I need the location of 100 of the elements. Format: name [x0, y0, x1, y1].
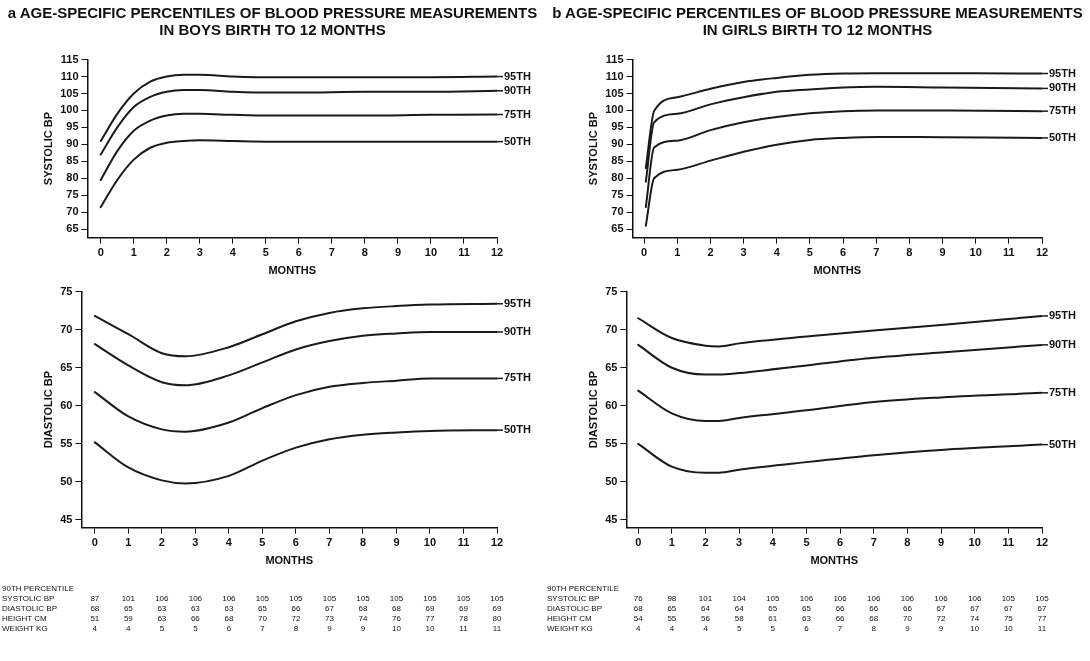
x-tick-label: 0 — [91, 536, 98, 549]
x-tick-label: 8 — [361, 246, 368, 259]
legend-label: 75TH — [504, 107, 531, 120]
x-axis-title: MONTHS — [265, 554, 314, 567]
x-tick-label: 8 — [906, 246, 913, 259]
x-tick-label: 3 — [740, 246, 747, 259]
y-tick-label: 60 — [60, 398, 73, 411]
x-tick-label: 6 — [292, 536, 299, 549]
x-tick-label: 11 — [1003, 246, 1015, 259]
x-tick-label: 11 — [458, 246, 470, 259]
text: DIASTOLIC BP 68 65 64 64 65 65 66 66 66 67 67 67 67 — [547, 604, 1047, 613]
x-tick-label: 3 — [736, 536, 743, 549]
y-tick-label: 45 — [60, 513, 73, 526]
legend-label: 95TH — [504, 296, 531, 309]
x-tick-label: 5 — [803, 536, 810, 549]
y-tick-label: 90 — [66, 137, 79, 150]
legend-label: 50TH — [504, 134, 531, 147]
y-tick-label: 55 — [605, 436, 618, 449]
legend-label: 90TH — [504, 324, 531, 337]
x-tick-label: 3 — [192, 536, 199, 549]
x-tick-label: 1 — [668, 536, 675, 549]
x-tick-label: 7 — [328, 246, 335, 259]
y-tick-label: 85 — [611, 154, 624, 167]
text: SYSTOLIC BP 76 98 101 104 105 106 106 106 106 106 106 105 105 — [547, 594, 1049, 603]
x-tick-label: 3 — [196, 246, 203, 259]
y-tick-label: 65 — [611, 222, 624, 235]
x-tick-label: 8 — [359, 536, 367, 549]
x-axis-title: MONTHS — [813, 264, 862, 277]
x-tick-label: 2 — [163, 246, 170, 259]
x-tick-label: 7 — [873, 246, 880, 259]
chart-title: b AGE-SPECIFIC PERCENTILES OF BLOOD PRESSURE MEASUREMENTS IN GIRLS BIRTH TO 12 MONTHS — [551, 4, 1084, 40]
legend-label: 90TH — [1049, 81, 1076, 94]
x-tick-label: 4 — [229, 246, 237, 259]
y-tick-label: 75 — [605, 284, 618, 297]
y-tick-label: 90 — [611, 137, 624, 150]
x-tick-label: 6 — [837, 536, 844, 549]
legend-label: 50TH — [1049, 130, 1076, 143]
y-tick-label: 75 — [66, 188, 79, 201]
y-tick-label: 50 — [60, 474, 73, 487]
y-axis-title: SYSTOLIC BP — [586, 112, 599, 186]
text: DIASTOLIC BP 68 65 63 63 63 65 66 67 68 68 69 69 69 — [2, 604, 502, 613]
y-tick-label: 65 — [60, 360, 73, 373]
x-tick-label: 10 — [968, 536, 981, 549]
x-tick-label: 12 — [1035, 246, 1049, 259]
x-tick-label: 2 — [702, 536, 709, 549]
x-tick-label: 10 — [424, 246, 438, 259]
x-tick-label: 9 — [393, 536, 400, 549]
x-tick-label: 10 — [423, 536, 437, 549]
x-tick-label: 1 — [125, 536, 132, 549]
legend-label: 90TH — [504, 83, 531, 96]
y-tick-label: 95 — [66, 120, 79, 133]
x-tick-label: 5 — [806, 246, 813, 259]
y-tick-label: 80 — [611, 171, 624, 184]
x-tick-label: 9 — [937, 536, 945, 549]
x-tick-label: 2 — [158, 536, 165, 549]
legend-label: 75TH — [1049, 385, 1076, 398]
x-tick-label: 0 — [635, 536, 642, 549]
y-tick-label: 70 — [611, 205, 624, 218]
x-tick-label: 1 — [130, 246, 137, 259]
x-tick-label: 12 — [1035, 536, 1049, 549]
x-tick-label: 11 — [457, 536, 470, 549]
text: WEIGHT KG 4 4 4 5 5 6 7 8 9 9 10 10 11 — [547, 624, 1047, 633]
text: 90TH PERCENTILE — [2, 584, 75, 593]
y-tick-label: 70 — [60, 322, 73, 335]
x-tick-label: 12 — [490, 246, 504, 259]
y-tick-label: 110 — [60, 69, 79, 82]
y-tick-label: 80 — [66, 171, 79, 184]
legend-label: 50TH — [1049, 437, 1076, 450]
x-tick-label: 0 — [97, 246, 104, 259]
x-tick-label: 8 — [904, 536, 911, 549]
y-tick-label: 50 — [605, 474, 618, 487]
x-axis-title: MONTHS — [810, 554, 859, 567]
text: 90TH PERCENTILE — [547, 584, 620, 593]
y-axis-title: DIASTOLIC BP — [586, 370, 599, 449]
y-tick-label: 75 — [611, 188, 624, 201]
x-tick-label: 4 — [225, 536, 233, 549]
y-tick-label: 105 — [605, 86, 624, 99]
text: HEIGHT CM 54 55 56 58 61 63 66 68 70 72 74 75 77 — [547, 614, 1047, 623]
y-tick-label: 70 — [605, 322, 618, 335]
y-tick-label: 100 — [60, 103, 79, 116]
legend-label: 75TH — [1049, 104, 1076, 117]
y-tick-label: 100 — [605, 103, 624, 116]
legend-label: 95TH — [1049, 308, 1076, 321]
legend-label: 90TH — [1049, 337, 1076, 350]
x-tick-label: 9 — [939, 246, 946, 259]
y-tick-label: 45 — [605, 513, 618, 526]
y-tick-label: 55 — [60, 436, 73, 449]
x-tick-label: 6 — [295, 246, 302, 259]
y-axis-title: DIASTOLIC BP — [41, 370, 54, 449]
y-tick-label: 115 — [605, 52, 624, 65]
y-tick-label: 85 — [66, 154, 79, 167]
y-tick-label: 60 — [605, 398, 618, 411]
text: WEIGHT KG 4 4 5 5 6 7 8 9 9 10 10 11 11 — [2, 624, 502, 633]
legend-label: 95TH — [504, 69, 531, 82]
x-axis-title: MONTHS — [268, 264, 317, 277]
y-axis-title: SYSTOLIC BP — [41, 112, 54, 186]
x-tick-label: 2 — [707, 246, 714, 259]
x-tick-label: 7 — [326, 536, 333, 549]
x-tick-label: 5 — [259, 536, 266, 549]
x-tick-label: 1 — [674, 246, 681, 259]
